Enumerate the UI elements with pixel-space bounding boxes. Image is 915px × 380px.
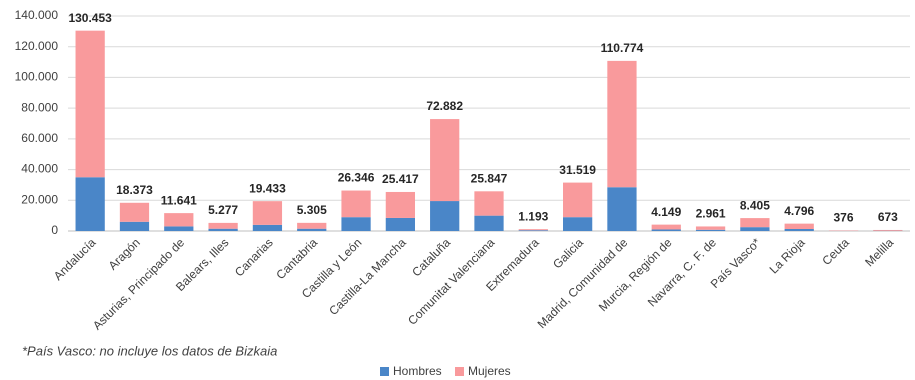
bar-segment [252,224,283,231]
bar-segment [518,229,548,231]
x-tick-label: Cataluña [409,235,453,279]
total-label: 19.433 [249,181,286,195]
x-tick-label: Aragón [106,235,143,272]
bar-segment [474,191,504,216]
total-label: 18.373 [116,183,153,197]
bar-segment [695,229,726,231]
bar-segment [341,217,371,231]
bar-segment [252,201,283,225]
total-label: 376 [834,211,854,225]
total-label: 31.519 [559,163,596,177]
y-tick-label: 100.000 [15,70,59,84]
legend-swatch [380,367,389,376]
x-tick-label: Galicia [550,235,586,271]
y-tick-label: 80.000 [21,100,58,114]
bar-segment [208,222,238,229]
x-tick-label: Comunitat Valenciana [405,235,498,328]
bar-segment [164,213,194,227]
x-tick-label: Cantabria [273,235,320,282]
total-label: 4.149 [651,205,681,219]
bar-segment [518,230,548,231]
bar-segment [164,226,194,231]
bar-segment [784,229,814,231]
y-tick-label: 140.000 [15,8,59,22]
legend-swatch [455,367,464,376]
total-label: 130.453 [68,11,112,25]
bar-segment [297,228,327,231]
x-tick-label: La Rioja [767,235,808,276]
total-label: 8.405 [740,198,770,212]
x-tick-label: Andalucía [51,235,99,283]
total-label: 25.417 [382,172,419,186]
bar-segment [119,202,150,222]
bar-segment [651,229,681,231]
total-label: 25.847 [471,171,508,185]
bar-segment [75,30,105,178]
legend-label: Hombres [393,364,442,378]
bar-segment [208,228,238,231]
total-label: 2.961 [696,207,726,221]
total-label: 5.305 [297,203,327,217]
x-tick-label: Melilla [862,235,896,269]
bar-segment [430,201,460,231]
bar-segment [430,119,460,202]
legend-label: Mujeres [468,364,511,378]
bar-segment [563,217,593,231]
total-label: 11.641 [161,193,197,207]
bar-segment [873,229,903,231]
total-label: 1.193 [518,209,548,223]
total-label: 673 [878,210,898,224]
bar-segment [784,223,814,230]
total-label: 26.346 [338,171,375,185]
bar-segment [740,227,770,231]
total-label: 5.277 [208,203,238,217]
y-tick-label: 120.000 [15,39,59,53]
bar-segment [651,224,681,230]
bar-segment [119,221,150,231]
y-tick-label: 20.000 [21,192,58,206]
bar-segment [385,217,415,231]
total-label: 4.796 [784,204,814,218]
bar-segment [385,191,415,218]
y-tick-label: 40.000 [21,162,58,176]
bar-segment [607,60,637,188]
bar-segment [695,226,726,230]
x-tick-label: Castilla-La Mancha [326,235,409,318]
total-label: 72.882 [426,99,463,113]
footnote: *País Vasco: no incluye los datos de Biz… [22,343,277,358]
bar-segment [75,177,105,231]
bar-segment [607,187,637,231]
bar-segment [297,222,327,229]
x-tick-label: Canarias [232,235,276,279]
total-label: 110.774 [601,41,644,55]
bar-segment [474,215,504,231]
bar-segment [341,190,371,218]
y-tick-label: 60.000 [21,131,58,145]
y-tick-label: 0 [51,223,58,237]
bar-segment [740,218,770,228]
bar-segment [563,182,593,218]
x-tick-label: Ceuta [819,235,852,268]
